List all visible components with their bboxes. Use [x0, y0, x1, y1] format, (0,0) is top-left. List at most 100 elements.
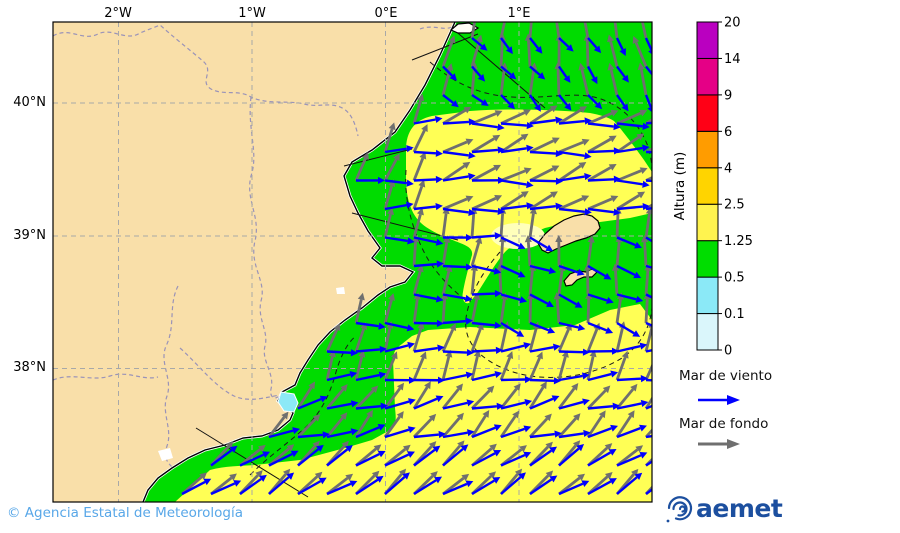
swell-arrow	[471, 195, 503, 211]
wind-sea-arrow	[500, 236, 526, 250]
wind-sea-arrow	[355, 402, 388, 410]
wind-sea-arrow	[529, 395, 560, 410]
swell-arrow	[558, 106, 588, 125]
swell-arrow	[607, 34, 619, 67]
swell-arrow	[500, 191, 529, 211]
wind-sea-arrow	[384, 321, 415, 332]
wind-sea-arrow	[529, 430, 562, 439]
colorbar-segment	[696, 130, 719, 169]
wind-sea-arrow	[645, 150, 652, 154]
wind-sea-arrow	[442, 480, 474, 496]
wind-sea-arrow	[587, 37, 602, 54]
swell-arrow	[587, 109, 619, 125]
swell-arrow	[616, 133, 645, 154]
wind-sea-arrow	[471, 321, 502, 329]
wind-sea-arrow	[413, 319, 444, 328]
wind-sea-arrow	[355, 371, 387, 382]
swell-arrow	[524, 235, 532, 267]
swell-arrow	[412, 381, 431, 410]
wind-sea-arrow	[558, 348, 590, 356]
swell-arrow	[557, 382, 579, 410]
y-tick-label: 38°N	[13, 360, 46, 375]
wind-sea-arrow	[645, 378, 652, 382]
wind-sea-arrow	[644, 94, 652, 113]
wind-sea-arrow	[413, 175, 443, 184]
wind-sea-arrow	[471, 93, 489, 106]
colorbar: 0 0.1 0.5 1.25 2.5 4 6 9 14 20 Altura (m)	[672, 16, 753, 359]
wind-sea-arrow	[616, 293, 644, 303]
wind-sea-arrow	[529, 293, 554, 307]
swell-arrow	[500, 109, 531, 125]
wind-sea-arrow	[210, 445, 238, 467]
colorbar-tick-label: 0.1	[724, 307, 745, 322]
wind-sea-arrow	[326, 445, 353, 467]
swell-arrow	[383, 207, 395, 238]
swell-arrow	[296, 381, 316, 410]
aemet-swirl-icon	[666, 496, 693, 523]
wind-sea-arrow	[471, 207, 505, 215]
wind-sea-arrow	[645, 434, 652, 439]
wind-sea-arrow	[558, 150, 592, 160]
x-tick-label: 1°W	[238, 6, 266, 21]
wind-sea-arrow	[529, 149, 563, 158]
wind-sea-arrow	[500, 375, 532, 384]
wind-sea-arrow	[500, 425, 532, 439]
wind-sea-arrow	[558, 372, 590, 382]
wind-sea-arrow	[471, 346, 503, 354]
swell-arrow	[555, 22, 561, 39]
wind-sea-arrow	[529, 475, 558, 495]
swell-arrow	[645, 176, 652, 182]
wind-sea-arrow	[384, 341, 415, 353]
wind-sea-arrow	[500, 321, 525, 337]
wind-sea-arrow	[529, 37, 543, 54]
wind-sea-arrow	[587, 207, 621, 216]
aemet-logo: aemet	[664, 494, 783, 524]
wind-sea-arrow	[616, 94, 629, 112]
wind-sea-arrow	[500, 144, 534, 154]
colorbar-tick-label: 14	[724, 52, 741, 67]
wind-sea-arrow	[528, 94, 541, 112]
wind-sea-arrow	[558, 207, 592, 216]
swell-arrow	[442, 106, 472, 125]
wind-sea-arrow	[413, 344, 445, 353]
x-tick-label: 0°E	[374, 6, 398, 21]
swell-arrow	[471, 134, 501, 154]
swell-arrow	[587, 195, 619, 211]
wind-sea-arrow	[442, 172, 476, 182]
graticule	[53, 22, 652, 502]
wind-sea-arrow	[442, 371, 474, 382]
swell-arrow	[616, 109, 648, 125]
wind-sea-arrow	[587, 264, 612, 280]
colorbar-tick-label: 20	[724, 16, 741, 31]
wind-sea-arrow	[471, 477, 501, 496]
wind-sea-arrow	[500, 293, 528, 304]
swell-arrow	[412, 93, 425, 124]
wind-sea-arrow	[616, 399, 649, 410]
swell-arrow	[296, 414, 321, 438]
swell-arrow	[383, 293, 396, 324]
colorbar-segment	[696, 313, 719, 351]
colorbar-tick-label: 6	[724, 125, 732, 140]
colorbar-tick-label: 2.5	[724, 198, 745, 213]
swell-arrow	[637, 62, 648, 96]
coastline	[142, 22, 456, 502]
swell-arrow	[607, 62, 619, 96]
wind-sea-arrow	[384, 426, 416, 439]
wind-sea-arrow	[558, 37, 574, 52]
wind-sea-arrow	[355, 475, 384, 496]
wind-sea-arrow	[500, 399, 533, 410]
wind-sea-arrow	[558, 117, 592, 125]
swell-arrow	[470, 385, 495, 410]
wind-sea-arrow	[413, 395, 444, 410]
wind-sea-arrow	[558, 94, 572, 111]
wind-sea-arrow	[500, 179, 534, 189]
wind-sea-arrow	[413, 445, 441, 467]
wind-sea-arrow	[645, 321, 652, 327]
colorbar-tick-label: 0	[724, 344, 732, 359]
wind-sea-arrow	[587, 370, 619, 382]
wind-sea-arrow	[384, 451, 415, 467]
wind-sea-arrow	[529, 65, 546, 80]
wind-sea-arrow	[326, 400, 359, 410]
swell-arrow	[645, 203, 652, 211]
